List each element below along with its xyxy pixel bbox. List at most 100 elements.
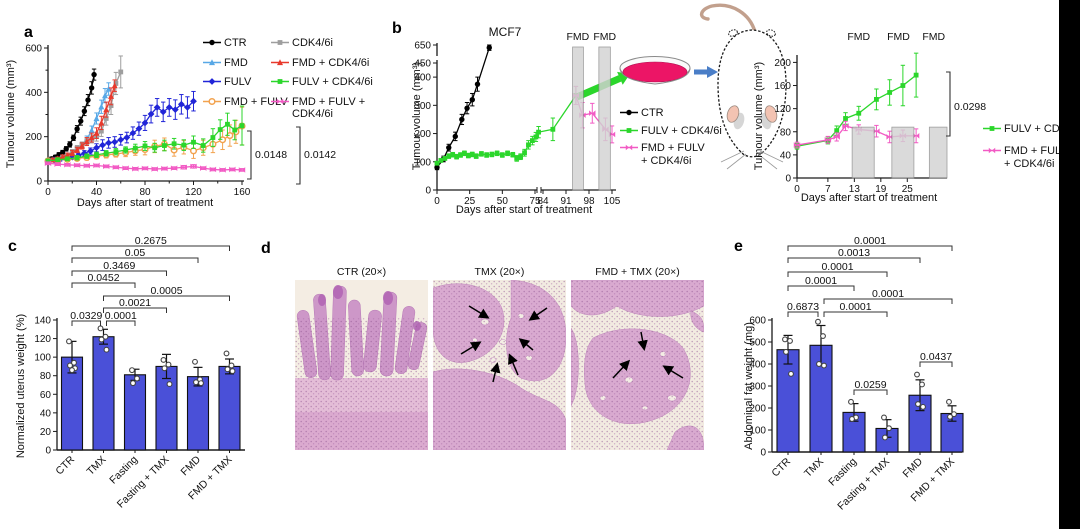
- histology-fmd-tmx-title: FMD + TMX (20×): [595, 266, 680, 278]
- replicate-point: [849, 416, 855, 422]
- data-point-marker: [74, 146, 81, 153]
- data-point-marker: [112, 164, 120, 171]
- data-point-marker: [184, 104, 191, 111]
- data-point-marker: [510, 152, 516, 158]
- category-label: TMX: [84, 454, 108, 478]
- p-value: 0.0013: [838, 247, 870, 259]
- chart-text: 650: [414, 41, 431, 52]
- data-point-marker: [141, 119, 149, 127]
- replicate-point: [787, 337, 793, 344]
- data-point-marker: [190, 97, 197, 105]
- fmd-window-bar: [598, 46, 611, 191]
- fmd-window-bar: [851, 126, 875, 179]
- data-point-marker: [132, 145, 138, 151]
- data-point-marker: [151, 166, 158, 172]
- data-point-marker: [141, 165, 149, 172]
- chart-text: 200: [25, 132, 42, 143]
- series-fulv-cdk4-6i: [45, 105, 245, 164]
- chart-text: 100: [749, 426, 766, 437]
- chart-text: 400: [414, 73, 431, 84]
- chart-text: 0: [425, 186, 431, 197]
- p-value: 0.0001: [821, 261, 853, 273]
- x-axis-label: Days after start of treatment: [77, 197, 213, 209]
- chart-c: 0 20 40 60 80 100 120 140 Normalized uterus weig…: [15, 235, 245, 510]
- series-line: [47, 125, 243, 162]
- replicate-point: [782, 336, 788, 343]
- chart-text: 40: [780, 150, 792, 161]
- data-point-marker: [63, 146, 69, 152]
- data-point-marker: [514, 155, 520, 161]
- chart-text: 60: [40, 390, 52, 401]
- p-value: 0.0148: [255, 149, 287, 161]
- data-point-marker: [912, 133, 920, 139]
- replicate-point: [103, 346, 110, 353]
- data-point-marker: [824, 137, 832, 143]
- replicate-point: [130, 380, 136, 387]
- fmd-window-label: FMD: [887, 31, 910, 43]
- replicate-point: [97, 325, 104, 332]
- data-point-marker: [217, 127, 223, 132]
- chart-text: 120: [185, 187, 202, 198]
- data-point-marker: [93, 144, 100, 152]
- chart-text: 160: [234, 187, 251, 198]
- histology-tmx: TMX (20×): [433, 266, 566, 450]
- significance-bracket: [71, 245, 230, 251]
- data-point-marker: [180, 164, 187, 171]
- data-point-marker: [55, 157, 61, 163]
- data-point-marker: [843, 116, 848, 121]
- data-point-marker: [856, 110, 862, 116]
- significance-bracket: [919, 361, 953, 367]
- y-axis-label: Tumour volume (mm³): [753, 62, 765, 170]
- chart-text: 120: [34, 334, 51, 345]
- data-point-marker: [98, 128, 104, 134]
- p-value: 0.2675: [135, 235, 167, 247]
- data-point-marker: [81, 108, 88, 114]
- category-label: Fasting: [826, 456, 859, 489]
- data-point-marker: [162, 143, 167, 148]
- data-point-marker: [73, 162, 81, 169]
- data-point-marker: [91, 71, 97, 78]
- significance-bracket: [247, 130, 252, 180]
- significance-bracket: [103, 307, 167, 313]
- chart-text: 200: [774, 58, 791, 69]
- data-point-marker: [529, 138, 535, 144]
- data-point-marker: [88, 85, 95, 91]
- significance-bracket: [787, 245, 953, 251]
- p-value: 0.6873: [787, 301, 819, 313]
- chart-text: 300: [749, 382, 766, 393]
- data-point-marker: [69, 149, 76, 156]
- p-value: 0.0329: [70, 310, 102, 322]
- category-label: TMX: [802, 456, 826, 480]
- significance-bracket: [823, 298, 953, 304]
- data-point-marker: [105, 85, 112, 92]
- x-axis-label: Days after start of treatment: [801, 192, 937, 204]
- data-point-marker: [105, 139, 113, 147]
- chart-text: 100: [414, 157, 431, 168]
- data-point-marker: [103, 163, 110, 170]
- data-point-marker: [85, 97, 91, 103]
- data-point-marker: [98, 119, 105, 126]
- chart-text: 140: [34, 316, 51, 327]
- replicate-point: [134, 375, 140, 382]
- significance-bracket: [787, 257, 921, 263]
- data-point-marker: [103, 150, 109, 156]
- data-point-marker: [132, 166, 139, 172]
- data-point-marker: [113, 81, 119, 86]
- data-point-marker: [589, 110, 596, 117]
- data-point-marker: [450, 152, 456, 158]
- data-point-marker: [191, 139, 196, 145]
- data-point-marker: [608, 131, 616, 138]
- replicate-point: [820, 333, 826, 340]
- category-label: FMD: [179, 453, 204, 478]
- chart-text: 0: [794, 184, 800, 195]
- p-value: 0.0005: [150, 285, 182, 297]
- fmd-window-bar: [572, 46, 584, 191]
- chart-text: 80: [139, 187, 151, 198]
- mouse-ear: [764, 105, 778, 123]
- histology-fmd-tmx-image: [571, 280, 704, 450]
- series-fulv-cdk4-6i: [434, 85, 579, 166]
- significance-bracket: [787, 285, 855, 291]
- data-point-marker: [484, 152, 490, 158]
